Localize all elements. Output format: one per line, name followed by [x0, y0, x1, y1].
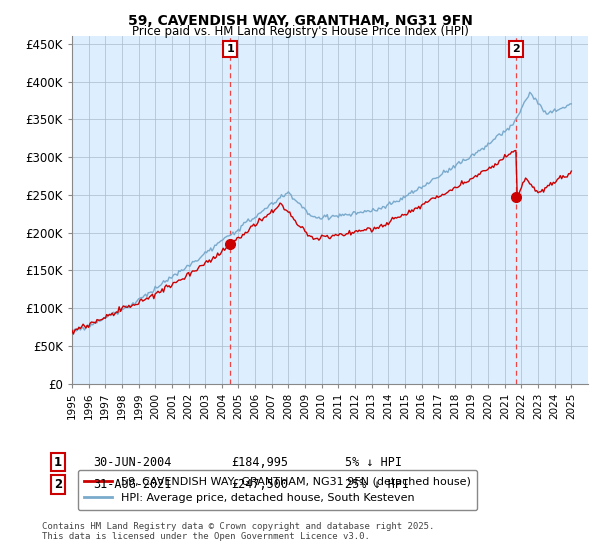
- Text: 1: 1: [54, 455, 62, 469]
- Legend: 59, CAVENDISH WAY, GRANTHAM, NG31 9FN (detached house), HPI: Average price, deta: 59, CAVENDISH WAY, GRANTHAM, NG31 9FN (d…: [77, 469, 478, 510]
- Text: 2: 2: [512, 44, 520, 54]
- Text: 59, CAVENDISH WAY, GRANTHAM, NG31 9FN: 59, CAVENDISH WAY, GRANTHAM, NG31 9FN: [128, 14, 472, 28]
- Text: £247,500: £247,500: [231, 478, 288, 491]
- Text: 2: 2: [54, 478, 62, 491]
- Text: 31-AUG-2021: 31-AUG-2021: [93, 478, 172, 491]
- Text: 30-JUN-2004: 30-JUN-2004: [93, 455, 172, 469]
- Text: 25% ↓ HPI: 25% ↓ HPI: [345, 478, 409, 491]
- Text: Price paid vs. HM Land Registry's House Price Index (HPI): Price paid vs. HM Land Registry's House …: [131, 25, 469, 38]
- Text: £184,995: £184,995: [231, 455, 288, 469]
- Text: 5% ↓ HPI: 5% ↓ HPI: [345, 455, 402, 469]
- Text: Contains HM Land Registry data © Crown copyright and database right 2025.
This d: Contains HM Land Registry data © Crown c…: [42, 522, 434, 542]
- Text: 1: 1: [226, 44, 234, 54]
